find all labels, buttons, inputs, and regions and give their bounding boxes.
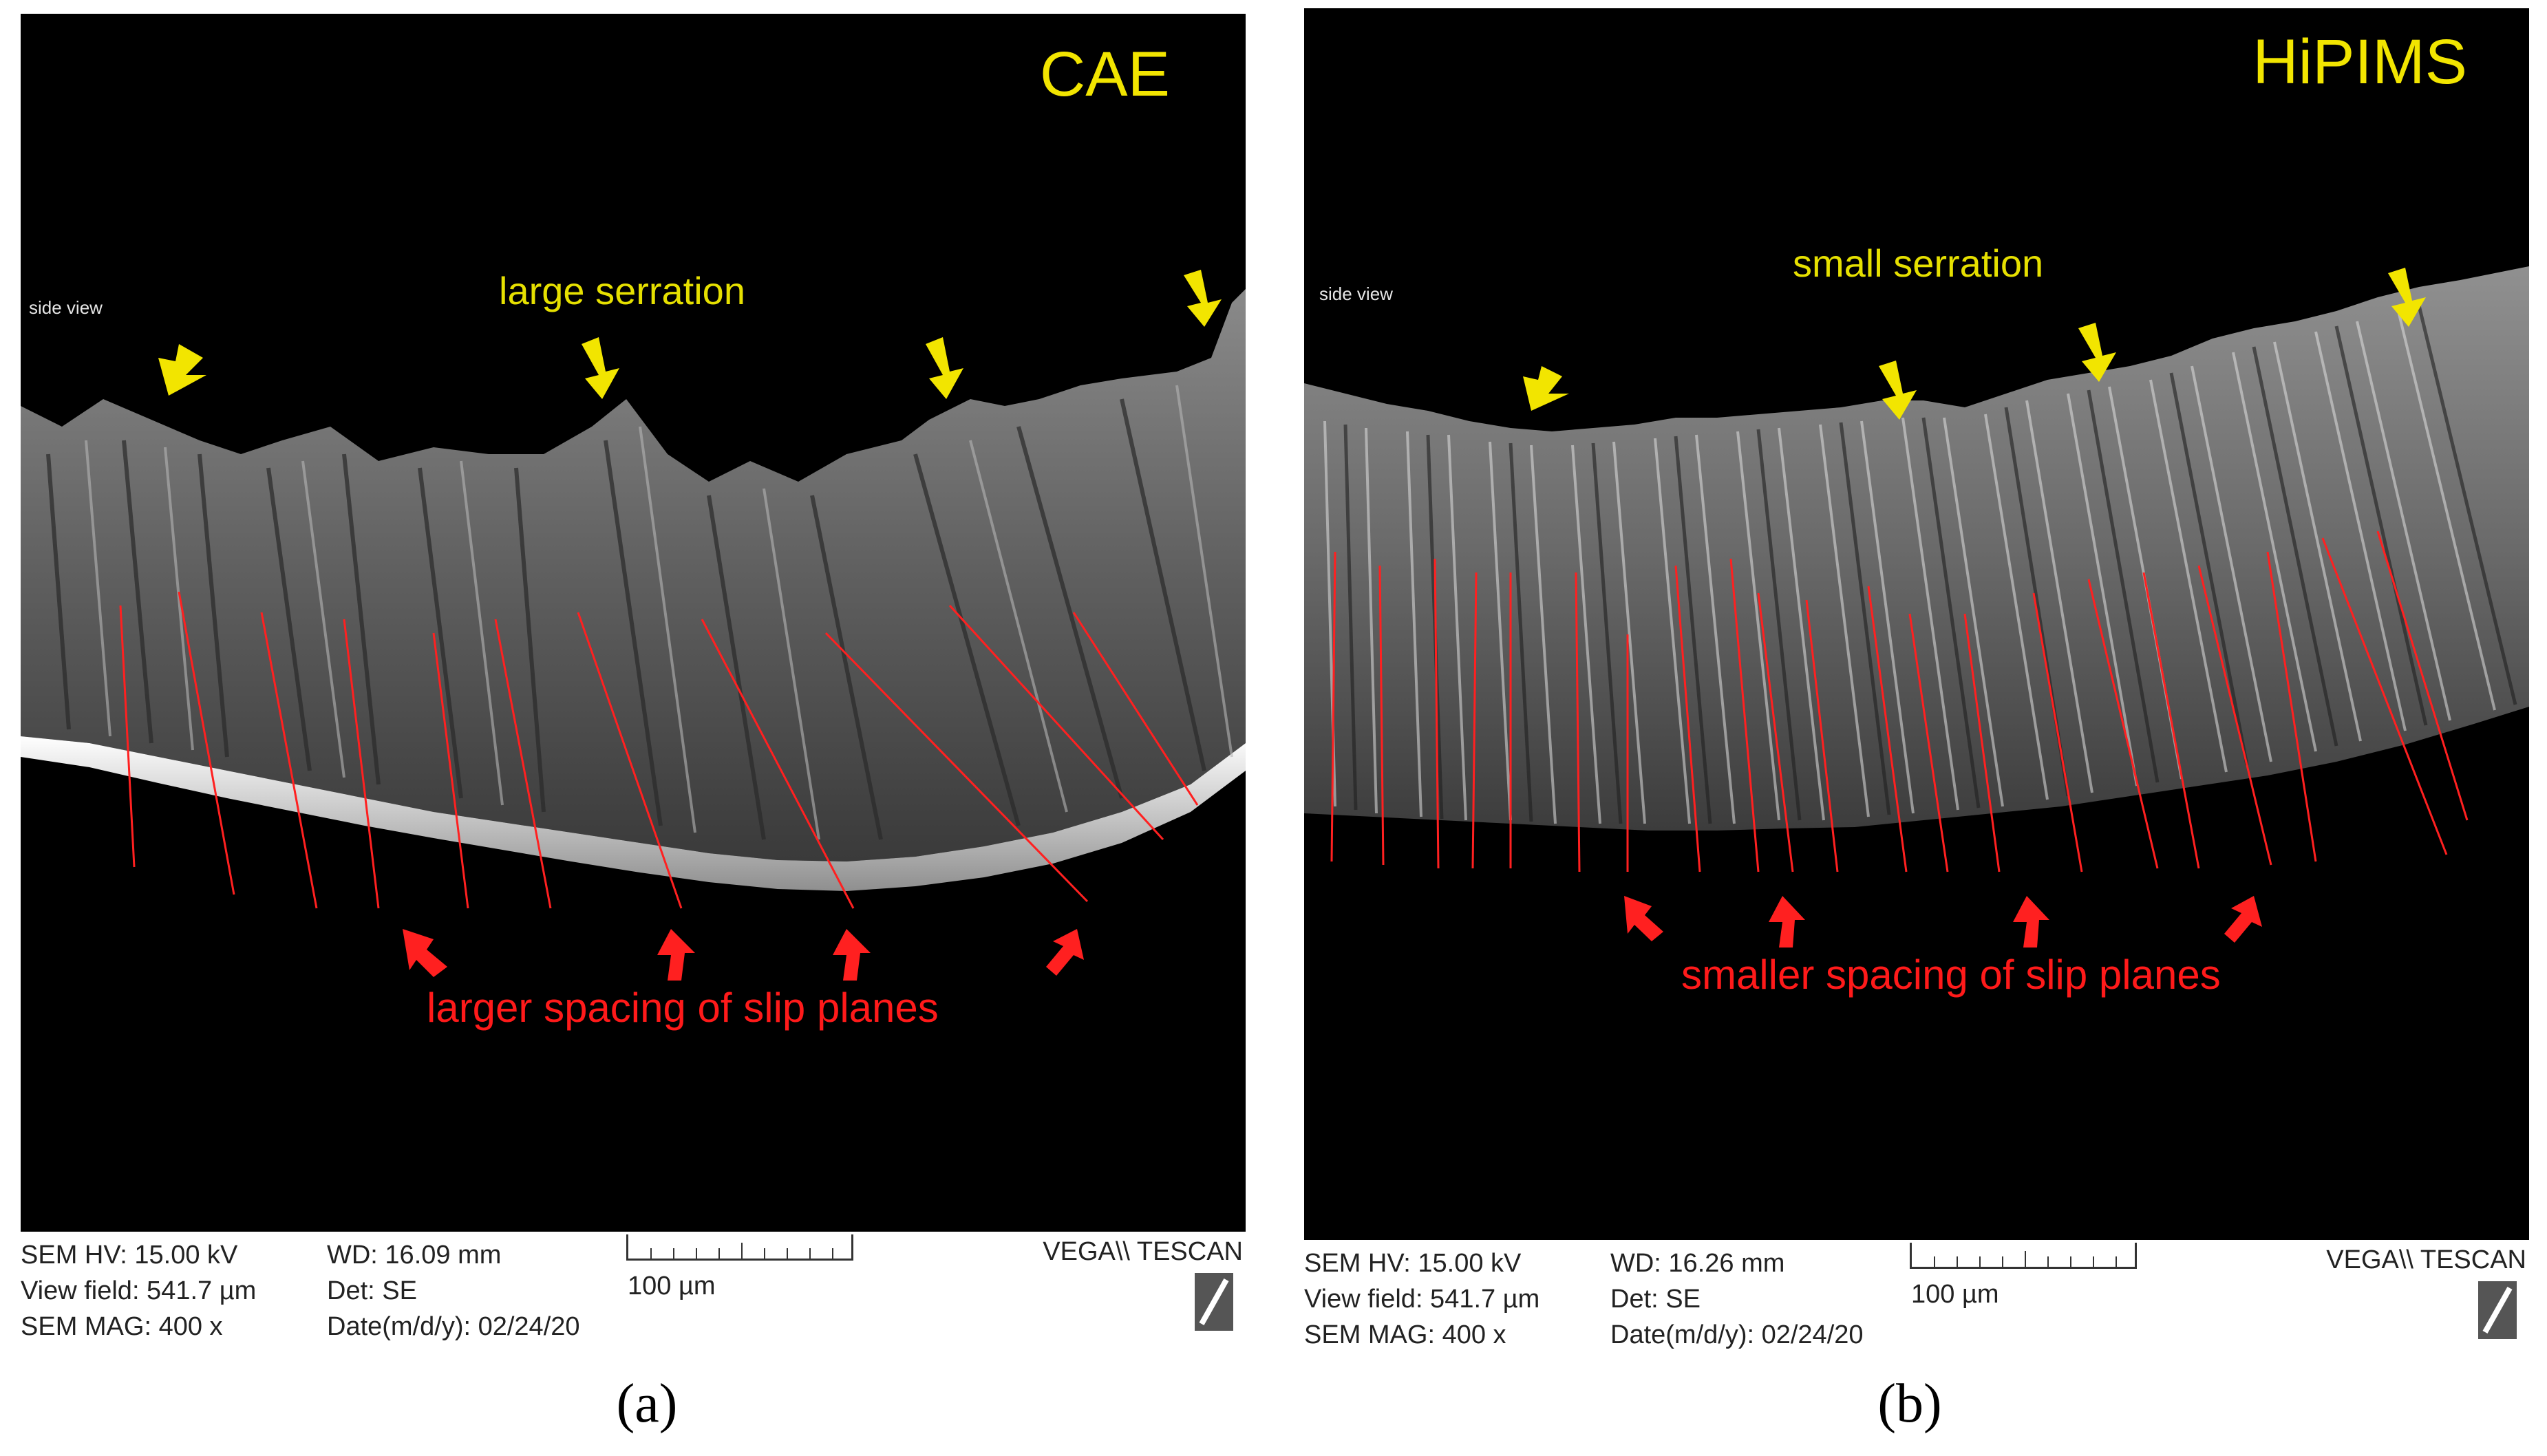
chip-body xyxy=(1304,266,2529,831)
red-arrow-icon xyxy=(1624,896,1663,941)
yellow-arrow-icon xyxy=(1184,270,1222,327)
slip-line xyxy=(432,632,469,909)
slip-line xyxy=(1805,599,1839,872)
yellow-arrow-icon xyxy=(926,337,963,399)
slip-line xyxy=(1867,586,1908,872)
scale-ticks xyxy=(650,1243,833,1261)
view-field: View field: 541.7 µm xyxy=(21,1276,257,1305)
slip-line xyxy=(824,632,1089,903)
side-view-label: side view xyxy=(1319,283,1393,304)
yellow-arrow-icon xyxy=(1523,366,1569,411)
sem-micrograph xyxy=(21,270,1246,981)
sem-info-col-2: WD: 16.09 mm Det: SE Date(m/d/y): 02/24/… xyxy=(327,1237,580,1345)
serration-arrows xyxy=(1523,268,2426,420)
slip-line xyxy=(1908,613,1949,872)
sem-image-cae: CAE side view large serration larger spa… xyxy=(21,14,1246,1232)
slip-line xyxy=(948,604,1164,841)
slip-line xyxy=(260,612,318,909)
red-arrow-icon xyxy=(833,929,871,981)
slip-line xyxy=(2376,531,2469,821)
panel-caption: (a) xyxy=(616,1373,678,1434)
spacing-label: larger spacing of slip planes xyxy=(427,985,939,1031)
slip-line xyxy=(119,605,136,868)
yellow-arrow-icon xyxy=(1879,361,1917,420)
slip-line xyxy=(1963,613,2001,872)
slip-line xyxy=(2197,565,2272,866)
scale-bar: 100 µm xyxy=(626,1234,853,1301)
yellow-arrow-icon xyxy=(2388,268,2426,327)
date: Date(m/d/y): 02/24/20 xyxy=(1610,1320,1864,1349)
working-distance: WD: 16.09 mm xyxy=(327,1241,502,1270)
slip-line xyxy=(1729,558,1760,872)
tescan-logo-icon xyxy=(1195,1273,1233,1331)
slip-line xyxy=(1575,572,1581,872)
slip-line xyxy=(2266,551,2317,862)
spacing-label: smaller spacing of slip planes xyxy=(1681,952,2221,998)
sem-info-col-2: WD: 16.26 mm Det: SE Date(m/d/y): 02/24/… xyxy=(1610,1245,1864,1353)
yellow-arrow-icon xyxy=(158,344,206,396)
slip-line xyxy=(1757,592,1794,872)
date: Date(m/d/y): 02/24/20 xyxy=(327,1312,580,1341)
sem-info-col-1: SEM HV: 15.00 kV View field: 541.7 µm SE… xyxy=(1304,1245,1539,1353)
slip-line xyxy=(343,619,380,909)
red-arrow-icon xyxy=(657,929,695,981)
sem-micrograph xyxy=(1304,266,2529,948)
chip-body xyxy=(21,289,1246,861)
sem-info-bar: SEM HV: 15.00 kV View field: 541.7 µm SE… xyxy=(21,1232,1246,1369)
slip-line xyxy=(2142,572,2200,869)
method-label: CAE xyxy=(1039,39,1170,109)
working-distance: WD: 16.26 mm xyxy=(1610,1249,1785,1278)
tescan-logo-icon xyxy=(2478,1281,2517,1339)
detector: Det: SE xyxy=(327,1276,417,1305)
scale-label: 100 µm xyxy=(1911,1280,1999,1309)
method-label: HiPIMS xyxy=(2252,27,2467,97)
red-arrow-icon xyxy=(1046,929,1084,976)
slip-line xyxy=(494,619,552,909)
slip-line xyxy=(1378,565,1385,866)
slip-line xyxy=(178,591,235,895)
panel-a: CAE side view large serration larger spa… xyxy=(14,0,1253,1456)
slip-line xyxy=(2087,579,2159,869)
slip-line xyxy=(1330,551,1336,862)
sem-mag: SEM MAG: 400 x xyxy=(21,1312,223,1341)
serration-label: small serration xyxy=(1793,242,2044,285)
vendor-label: VEGA\\ TESCAN xyxy=(1043,1237,1243,1266)
sem-mag: SEM MAG: 400 x xyxy=(1304,1320,1506,1349)
serration-arrows xyxy=(158,270,1222,399)
slip-line xyxy=(2032,592,2083,872)
yellow-arrow-icon xyxy=(582,337,619,399)
detector: Det: SE xyxy=(1610,1285,1701,1314)
slip-line xyxy=(2321,537,2448,855)
sem-info-bar: SEM HV: 15.00 kV View field: 541.7 µm SE… xyxy=(1304,1240,2529,1378)
view-field: View field: 541.7 µm xyxy=(1304,1285,1540,1314)
scale-bar-graphic xyxy=(1910,1243,2137,1269)
sem-image-hipims: HiPIMS side view small serration smaller… xyxy=(1304,8,2529,1240)
slip-line xyxy=(1674,565,1701,872)
red-arrow-icon xyxy=(2013,896,2049,948)
side-view-label: side view xyxy=(29,297,103,318)
sem-hv: SEM HV: 15.00 kV xyxy=(1304,1249,1522,1278)
slip-line xyxy=(701,619,855,909)
slip-arrows xyxy=(403,929,1084,981)
scale-label: 100 µm xyxy=(628,1272,716,1300)
sem-info-col-1: SEM HV: 15.00 kV View field: 541.7 µm SE… xyxy=(21,1237,256,1345)
scale-ticks xyxy=(1934,1251,2117,1269)
slip-line xyxy=(1434,558,1440,869)
red-arrow-icon xyxy=(403,929,447,977)
slip-line xyxy=(1072,612,1199,806)
chip-edge xyxy=(21,736,1246,891)
scale-bar: 100 µm xyxy=(1910,1243,2137,1309)
slip-line xyxy=(577,612,683,909)
slip-line xyxy=(1471,572,1478,869)
serration-label: large serration xyxy=(499,269,745,312)
scale-bar-graphic xyxy=(626,1234,853,1261)
panel-caption: (b) xyxy=(1877,1373,1942,1434)
panel-b: HiPIMS side view small serration smaller… xyxy=(1297,0,2536,1456)
yellow-arrow-icon xyxy=(2078,323,2116,382)
slip-arrows xyxy=(1624,896,2262,948)
vendor-label: VEGA\\ TESCAN xyxy=(2326,1245,2526,1274)
red-arrow-icon xyxy=(1769,896,1805,948)
sem-hv: SEM HV: 15.00 kV xyxy=(21,1241,238,1270)
red-arrow-icon xyxy=(2224,896,2262,943)
